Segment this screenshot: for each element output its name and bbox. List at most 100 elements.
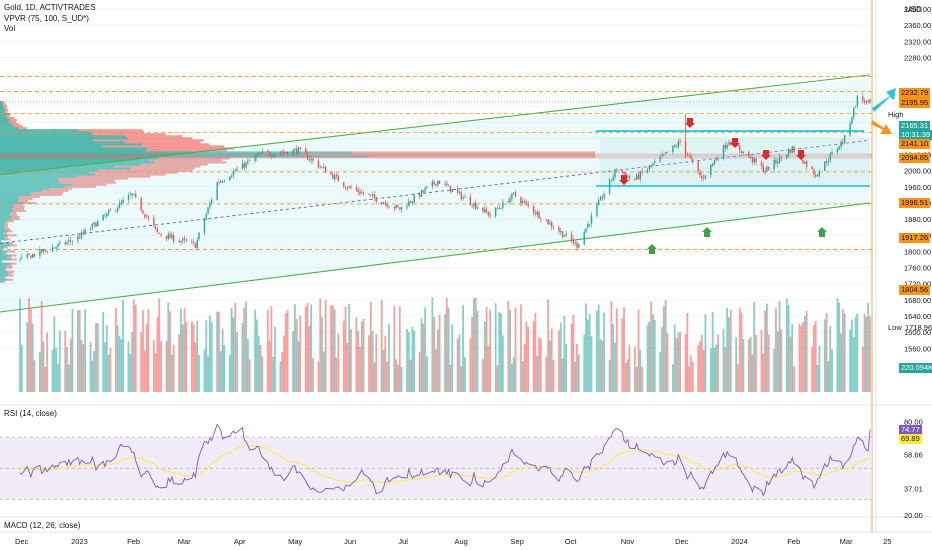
candle-body bbox=[333, 175, 336, 180]
vpvr-down-bar bbox=[10, 212, 17, 215]
volume-bar bbox=[140, 332, 143, 392]
vpvr-up-bar bbox=[0, 113, 8, 116]
candle-body bbox=[182, 238, 184, 241]
candle-body bbox=[702, 177, 705, 179]
vpvr-down-bar bbox=[5, 266, 13, 269]
vpvr-up-bar bbox=[0, 171, 91, 174]
macd-legend[interactable]: MACD (12, 26, close) bbox=[4, 521, 81, 530]
candle-body bbox=[489, 214, 491, 216]
volume-bar bbox=[143, 350, 146, 392]
volume-bar bbox=[80, 340, 83, 392]
channel-lower-line bbox=[0, 202, 871, 313]
candle-body bbox=[793, 146, 795, 153]
candle-body bbox=[115, 210, 117, 212]
volume-bar bbox=[295, 319, 298, 392]
candle-body bbox=[608, 179, 611, 194]
vol-legend[interactable]: Vol bbox=[4, 24, 16, 33]
candle-body bbox=[218, 182, 220, 183]
candle-body bbox=[623, 172, 625, 174]
vpvr-up-bar bbox=[0, 133, 93, 136]
currency-label[interactable]: USD bbox=[905, 5, 922, 14]
vpvr-down-bar bbox=[125, 135, 183, 138]
volume-bar bbox=[261, 356, 264, 392]
rsi-axis-label: 20.00 bbox=[904, 511, 923, 520]
candle-body bbox=[768, 166, 770, 171]
time-axis-label: Aug bbox=[454, 537, 467, 546]
vpvr-down-bar bbox=[60, 181, 117, 184]
volume-bar bbox=[856, 313, 859, 392]
candle-body bbox=[574, 242, 576, 244]
candle-body bbox=[435, 183, 437, 186]
low-value: 1718.96 bbox=[905, 323, 932, 332]
candle-body bbox=[158, 232, 160, 234]
volume-bar bbox=[684, 334, 687, 392]
vpvr-up-bar bbox=[0, 242, 9, 245]
candle-body bbox=[192, 241, 195, 243]
volume-bar bbox=[357, 331, 360, 392]
rsi-legend[interactable]: RSI (14, close) bbox=[4, 409, 57, 418]
volume-bar bbox=[525, 321, 528, 392]
vpvr-down-bar bbox=[114, 165, 201, 168]
tag-2232: 2232.79 bbox=[899, 88, 931, 98]
candle-body bbox=[205, 213, 207, 220]
candle-body bbox=[413, 195, 415, 203]
vpvr-up-bar bbox=[0, 100, 3, 104]
volume-bar bbox=[729, 310, 732, 392]
volume-bar bbox=[210, 322, 213, 392]
volume-bar bbox=[775, 308, 777, 392]
time-axis-label: 25 bbox=[883, 537, 891, 546]
volume-bar bbox=[406, 328, 408, 392]
candle-body bbox=[726, 144, 728, 149]
volume-bar bbox=[487, 345, 490, 392]
volume-bar bbox=[755, 335, 757, 392]
projection-down-icon bbox=[871, 120, 892, 134]
candle-body bbox=[578, 244, 580, 248]
volume-bar bbox=[673, 324, 676, 392]
volume-bar bbox=[576, 343, 578, 392]
candle-body bbox=[268, 152, 271, 156]
volume-bar bbox=[350, 329, 352, 392]
volume-bar bbox=[840, 333, 842, 392]
vpvr-up-bar bbox=[0, 234, 8, 237]
volume-bar bbox=[445, 297, 448, 392]
candle-body bbox=[760, 162, 763, 166]
candle-body bbox=[773, 160, 775, 170]
vpvr-up-bar bbox=[0, 111, 5, 114]
price-axis-label: 2320.00 bbox=[904, 37, 931, 46]
volume-bar bbox=[536, 355, 539, 392]
volume-bar bbox=[380, 300, 383, 392]
candle-body bbox=[547, 219, 549, 225]
annotation-arrows[interactable] bbox=[619, 88, 896, 254]
candle-body bbox=[748, 151, 750, 158]
candle-body bbox=[502, 201, 504, 208]
candle-body bbox=[80, 232, 83, 238]
volume-bar bbox=[28, 297, 30, 392]
vpvr-up-bar bbox=[0, 205, 14, 209]
symbol-legend[interactable]: Gold, 1D, ACTIVTRADES bbox=[4, 3, 96, 12]
volume-bar bbox=[489, 309, 492, 392]
vpvr-legend[interactable]: VPVR (75, 100, S_UD*) bbox=[4, 14, 89, 23]
volume-bar bbox=[789, 336, 792, 392]
candle-body bbox=[221, 181, 224, 183]
vpvr-down-bar bbox=[7, 272, 13, 275]
tag-countdown: 10:31:39 bbox=[899, 130, 932, 140]
vpvr-down-bar bbox=[18, 195, 40, 198]
candle-body bbox=[211, 199, 213, 203]
channel-midline bbox=[0, 139, 871, 244]
vpvr-down-bar bbox=[154, 161, 227, 164]
candle-body bbox=[118, 202, 121, 209]
candle-body bbox=[507, 201, 509, 203]
candle-body bbox=[317, 160, 320, 168]
horizontal-levels[interactable] bbox=[0, 0, 873, 532]
candle-body bbox=[867, 99, 869, 101]
candle-body bbox=[245, 162, 247, 168]
volume-bar bbox=[451, 324, 454, 392]
vpvr-up-bar bbox=[0, 141, 125, 144]
volume-bar bbox=[190, 321, 193, 392]
volume-bar bbox=[91, 360, 94, 392]
candle-body bbox=[856, 95, 859, 107]
volume-bar bbox=[724, 347, 727, 392]
volume-bar bbox=[359, 346, 361, 392]
candle-body bbox=[194, 243, 197, 249]
